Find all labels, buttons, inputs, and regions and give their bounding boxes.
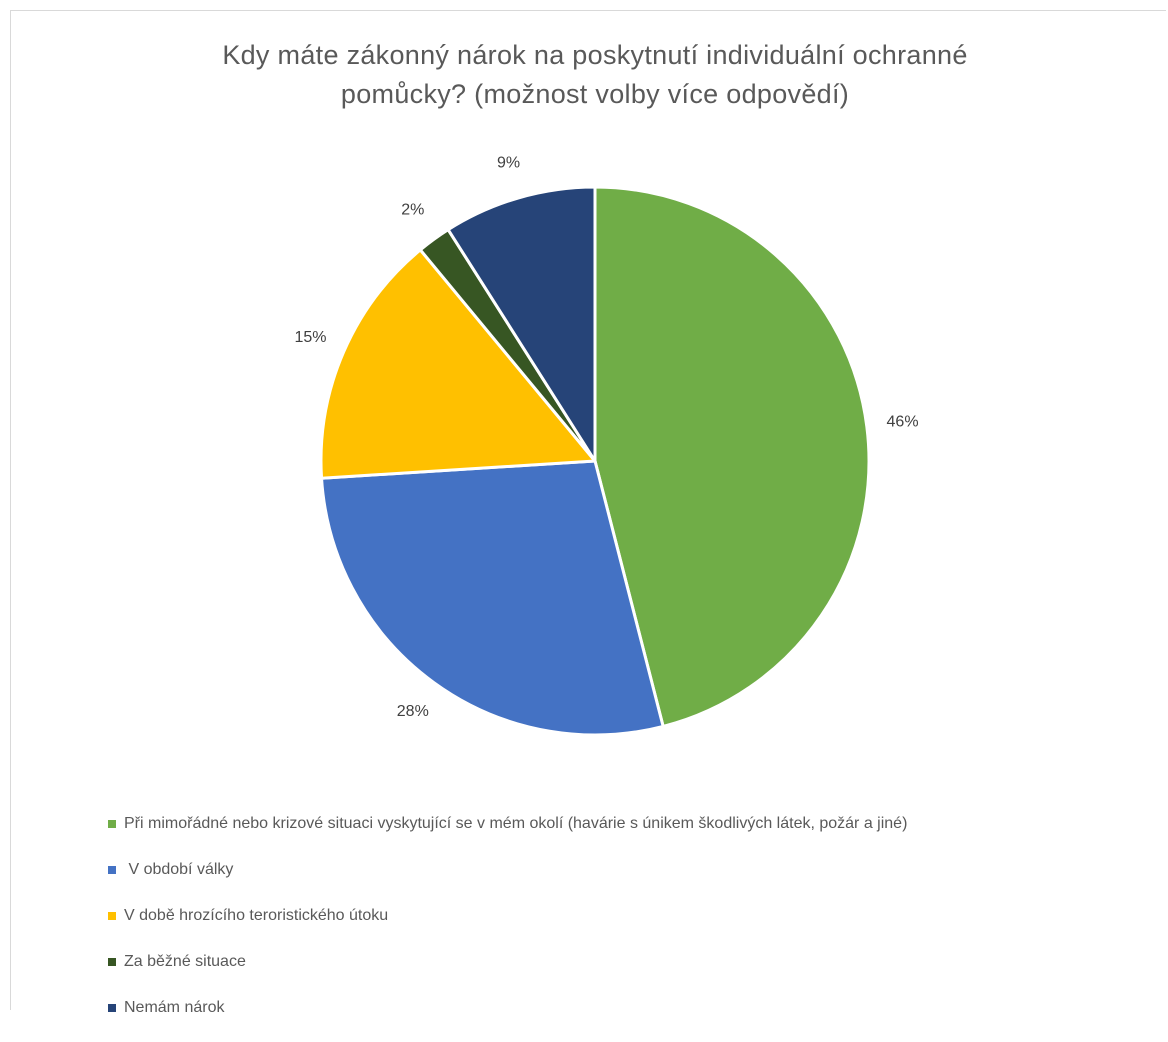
pie-chart: 46% 28% 15% 2% 9% [294,155,919,737]
data-label: 28% [397,703,429,720]
legend-item[interactable]: Nemám nárok [108,996,907,1020]
legend-item[interactable]: V období války [108,858,907,882]
legend-item[interactable]: Za běžné situace [108,950,907,974]
pie-slice[interactable] [446,185,597,463]
pie-slice[interactable] [593,185,871,728]
chart-frame [10,10,1166,1010]
legend-swatch [108,820,116,828]
legend-label: V období války [124,861,234,878]
legend-item[interactable]: Při mimořádné nebo krizové situaci vysky… [108,812,907,836]
data-label: 15% [294,329,326,346]
legend-swatch [108,1004,116,1012]
chart-title-line-1: Kdy máte zákonný nárok na poskytnutí ind… [222,40,968,70]
legend-label: V době hrozícího teroristického útoku [124,907,389,924]
pie-labels: 46% 28% 15% 2% 9% [294,155,918,721]
data-label: 2% [401,201,424,218]
data-label: 46% [887,413,919,430]
chart-title: Kdy máte zákonný nárok na poskytnutí ind… [100,36,1090,114]
legend-swatch [108,866,116,874]
legend-label: Nemám nárok [124,999,225,1016]
chart-legend: Při mimořádné nebo krizové situaci vysky… [108,812,907,1042]
legend-swatch [108,958,116,966]
chart-title-line-2: pomůcky? (možnost volby více odpovědí) [340,79,850,109]
legend-item[interactable]: V době hrozícího teroristického útoku [108,904,907,928]
pie-slice[interactable] [319,248,597,480]
legend-swatch [108,912,116,920]
legend-label: Za běžné situace [124,953,246,970]
pie-slices [319,185,871,737]
data-label: 9% [497,155,520,172]
pie-slice[interactable] [320,459,665,737]
legend-label: Při mimořádné nebo krizové situaci vysky… [124,815,908,832]
